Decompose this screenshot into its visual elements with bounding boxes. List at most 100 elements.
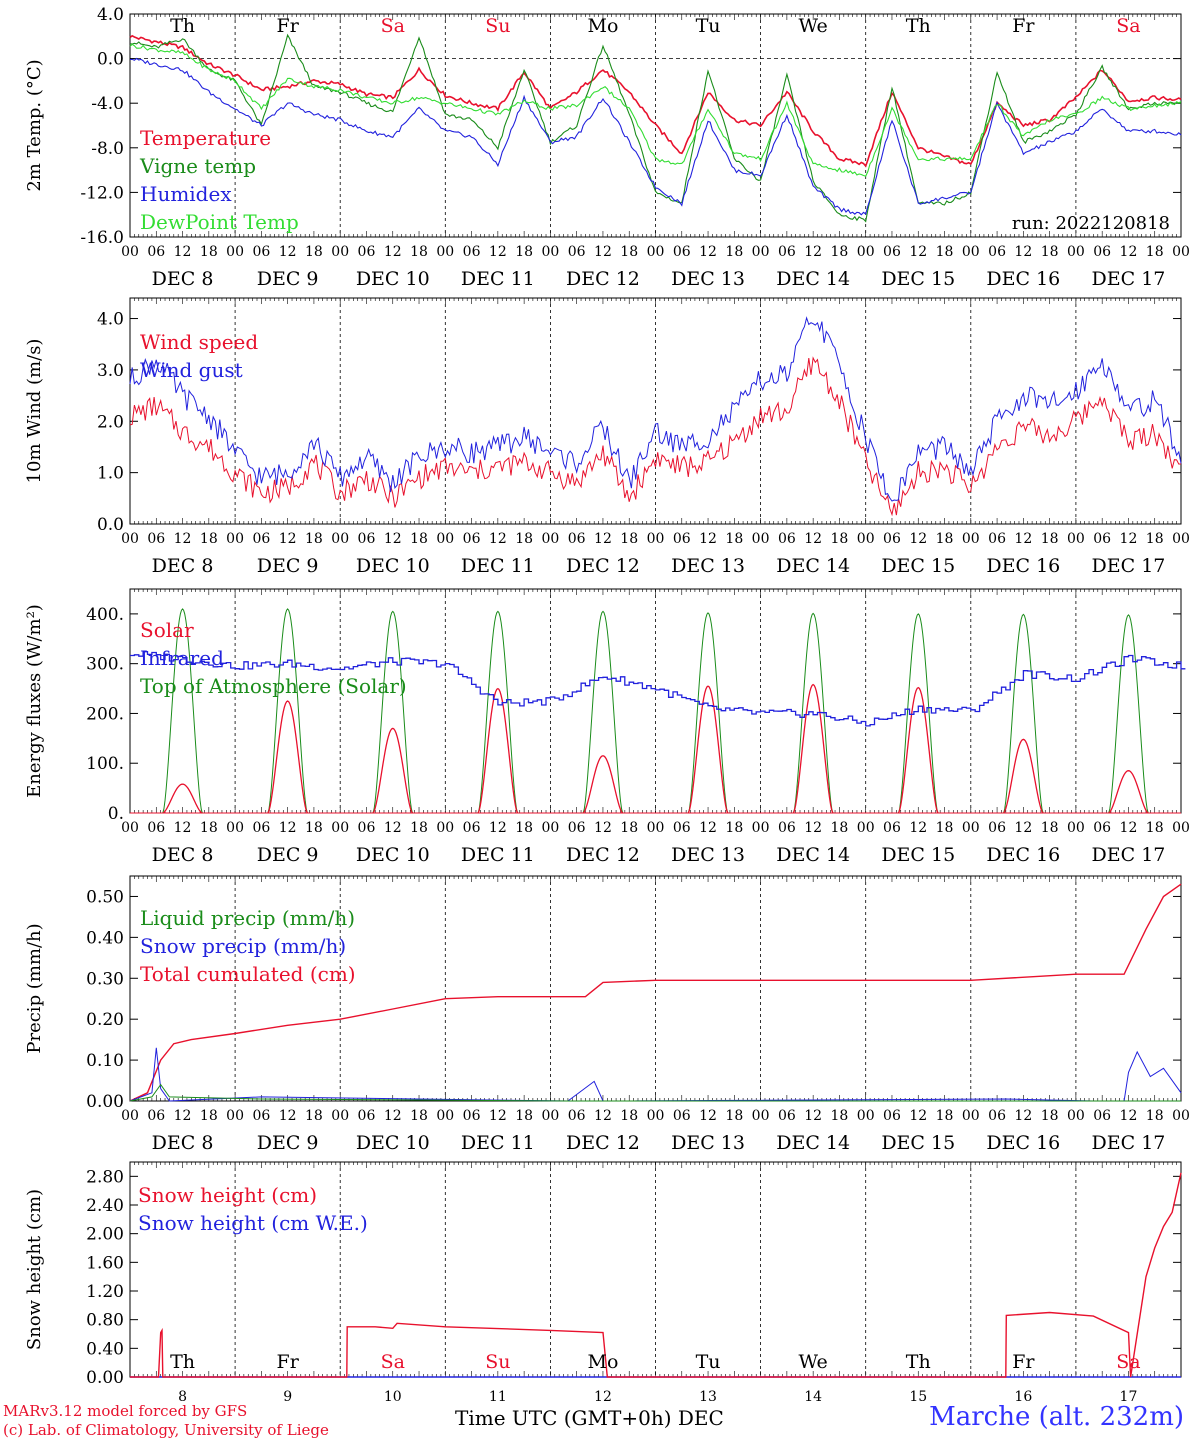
y-tick-label: 1.0 bbox=[97, 464, 124, 484]
x-hour-label: 06 bbox=[988, 1108, 1006, 1124]
x-hour-label: 12 bbox=[279, 531, 297, 547]
x-hour-label: 12 bbox=[1120, 1108, 1138, 1124]
temp-series-line bbox=[129, 34, 1182, 168]
day-number-label: 9 bbox=[283, 1389, 292, 1405]
legend-entry: Snow height (cm W.E.) bbox=[138, 1211, 368, 1235]
legend-entry: Temperature bbox=[140, 126, 271, 150]
x-hour-label: 18 bbox=[620, 244, 638, 260]
x-date-label: DEC 11 bbox=[461, 1132, 535, 1154]
weekday-label: We bbox=[799, 1351, 828, 1373]
x-hour-label: 12 bbox=[1014, 1108, 1032, 1124]
x-hour-label: 18 bbox=[1041, 531, 1059, 547]
x-hour-label: 06 bbox=[778, 820, 796, 836]
day-number-label: 12 bbox=[594, 1389, 612, 1405]
day-number-label: 11 bbox=[489, 1389, 507, 1405]
y-tick-label: 0.20 bbox=[86, 1010, 124, 1030]
x-hour-label: 12 bbox=[804, 531, 822, 547]
y-axis-label: Energy fluxes (W/m²) bbox=[24, 604, 45, 798]
x-date-label: DEC 15 bbox=[881, 1132, 955, 1154]
x-hour-label: 06 bbox=[988, 531, 1006, 547]
x-date-label: DEC 9 bbox=[257, 555, 319, 577]
y-tick-label: -4.0 bbox=[91, 94, 124, 114]
x-hour-label: 00 bbox=[121, 1108, 139, 1124]
precip-series-line bbox=[129, 883, 1182, 1102]
model-credit: MARv3.12 model forced by GFS bbox=[3, 1402, 248, 1420]
wind-series-line bbox=[129, 356, 1182, 517]
x-hour-label: 12 bbox=[174, 820, 192, 836]
x-hour-label: 06 bbox=[463, 820, 481, 836]
x-date-label: DEC 16 bbox=[986, 555, 1060, 577]
x-hour-label: 06 bbox=[778, 1108, 796, 1124]
x-hour-label: 12 bbox=[594, 531, 612, 547]
weekday-label: Mo bbox=[587, 1351, 618, 1373]
x-hour-label: 12 bbox=[909, 1108, 927, 1124]
x-date-label: DEC 13 bbox=[671, 1132, 745, 1154]
x-hour-label: 18 bbox=[936, 1108, 954, 1124]
legend-entry: Vigne temp bbox=[139, 154, 256, 178]
weekday-label: Tu bbox=[696, 1351, 721, 1373]
x-hour-label: 00 bbox=[436, 1108, 454, 1124]
x-hour-label: 12 bbox=[804, 1108, 822, 1124]
x-hour-label: 12 bbox=[594, 820, 612, 836]
x-hour-label: 06 bbox=[147, 820, 165, 836]
legend-entry: Solar bbox=[140, 618, 194, 642]
y-tick-label: 2.40 bbox=[86, 1196, 124, 1216]
weekday-label: Sa bbox=[1116, 15, 1140, 37]
x-hour-label: 00 bbox=[857, 1108, 875, 1124]
x-hour-label: 18 bbox=[515, 1108, 533, 1124]
x-hour-label: 12 bbox=[489, 244, 507, 260]
y-tick-label: 1.60 bbox=[86, 1253, 124, 1273]
y-tick-label: 0.10 bbox=[86, 1051, 124, 1071]
x-date-label: DEC 12 bbox=[566, 844, 640, 866]
x-hour-label: 06 bbox=[252, 1108, 270, 1124]
x-hour-label: 06 bbox=[673, 1108, 691, 1124]
y-tick-label: 300. bbox=[86, 655, 124, 675]
x-hour-label: 12 bbox=[384, 531, 402, 547]
x-hour-label: 06 bbox=[1093, 531, 1111, 547]
x-hour-label: 18 bbox=[831, 531, 849, 547]
x-hour-label: 12 bbox=[489, 820, 507, 836]
x-date-label: DEC 10 bbox=[356, 268, 430, 290]
x-hour-label: 06 bbox=[778, 244, 796, 260]
x-hour-label: 00 bbox=[541, 1108, 559, 1124]
month-axis-text: DEC bbox=[677, 1406, 724, 1430]
x-hour-label: 18 bbox=[831, 244, 849, 260]
x-date-label: DEC 14 bbox=[776, 555, 850, 577]
legend-entry: Humidex bbox=[140, 182, 232, 206]
legend-entry: DewPoint Temp bbox=[140, 210, 299, 234]
x-hour-label: 06 bbox=[568, 531, 586, 547]
day-number-label: 16 bbox=[1014, 1389, 1032, 1405]
y-axis-label: Precip (mm/h) bbox=[24, 923, 45, 1053]
x-hour-label: 12 bbox=[804, 820, 822, 836]
weekday-label: Su bbox=[485, 1351, 510, 1373]
x-hour-label: 18 bbox=[305, 531, 323, 547]
x-hour-label: 18 bbox=[200, 244, 218, 260]
x-date-label: DEC 14 bbox=[776, 1132, 850, 1154]
x-hour-label: 00 bbox=[1067, 820, 1085, 836]
y-tick-label: 0.40 bbox=[86, 1339, 124, 1359]
x-hour-label: 06 bbox=[252, 531, 270, 547]
x-hour-label: 18 bbox=[725, 820, 743, 836]
y-tick-label: 0.00 bbox=[86, 1368, 124, 1388]
x-hour-label: 06 bbox=[358, 1108, 376, 1124]
weekday-label: We bbox=[799, 15, 828, 37]
day-number-label: 13 bbox=[699, 1389, 717, 1405]
x-date-label: DEC 12 bbox=[566, 555, 640, 577]
x-hour-label: 00 bbox=[331, 244, 349, 260]
x-hour-label: 18 bbox=[515, 820, 533, 836]
x-hour-label: 12 bbox=[279, 820, 297, 836]
x-hour-label: 06 bbox=[358, 820, 376, 836]
x-hour-label: 06 bbox=[883, 531, 901, 547]
x-hour-label: 12 bbox=[1120, 820, 1138, 836]
x-date-label: DEC 8 bbox=[152, 844, 214, 866]
x-hour-label: 18 bbox=[936, 820, 954, 836]
x-date-label: DEC 16 bbox=[986, 844, 1060, 866]
x-date-label: DEC 11 bbox=[461, 844, 535, 866]
day-number-label: 8 bbox=[178, 1389, 187, 1405]
snow-series-line bbox=[130, 1172, 1182, 1378]
x-hour-label: 18 bbox=[200, 531, 218, 547]
x-hour-label: 12 bbox=[384, 244, 402, 260]
y-tick-label: 400. bbox=[86, 605, 124, 625]
toa-solar-line bbox=[162, 608, 1149, 814]
x-date-label: DEC 16 bbox=[986, 1132, 1060, 1154]
